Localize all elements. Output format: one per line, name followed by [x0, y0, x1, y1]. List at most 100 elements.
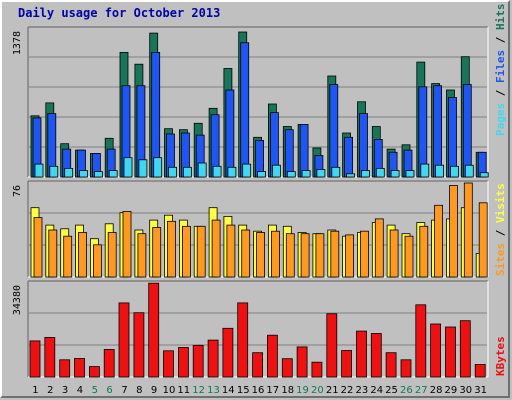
- files-bar: [240, 42, 250, 178]
- x-tick-label: 14: [222, 385, 235, 396]
- pages-bar: [286, 171, 296, 178]
- files-bar: [462, 84, 472, 178]
- kbytes-bar: [281, 358, 293, 378]
- pages-bar: [242, 163, 252, 178]
- kbytes-bar: [341, 350, 353, 378]
- sites-bar: [300, 233, 310, 278]
- sites-bar: [137, 233, 147, 278]
- pages-bar: [197, 162, 207, 178]
- legend-separator: /: [494, 83, 507, 103]
- pages-bar: [361, 170, 370, 178]
- sites-bar: [463, 182, 473, 278]
- y-max-label: 1378: [12, 31, 23, 55]
- sites-bar: [226, 224, 236, 278]
- kbytes-bar: [356, 330, 367, 378]
- sites-bar: [48, 229, 58, 278]
- x-tick-label: 10: [163, 385, 176, 396]
- sites-bar: [196, 225, 206, 278]
- sites-bar: [419, 225, 429, 278]
- kbytes-bar: [192, 344, 204, 378]
- sites-bar: [404, 235, 414, 278]
- files-bar: [329, 84, 339, 178]
- sites-bar: [478, 202, 488, 278]
- x-tick-label: 15: [237, 385, 250, 396]
- kbytes-bar: [29, 340, 41, 378]
- pages-bar: [123, 157, 133, 178]
- legend-kbytes: KBytes: [494, 336, 507, 376]
- x-tick-label: 4: [77, 385, 83, 396]
- x-tick-label: 29: [445, 385, 458, 396]
- sites-bar: [122, 210, 132, 278]
- sites-bar: [285, 233, 295, 278]
- y-max-label: 76: [12, 185, 23, 197]
- x-tick-label: 27: [415, 385, 428, 396]
- files-bar: [433, 85, 443, 178]
- sites-bar: [78, 232, 87, 278]
- pages-bar: [34, 163, 44, 178]
- kbytes-bar: [177, 347, 189, 378]
- kbytes-bar: [430, 323, 442, 378]
- files-bar: [418, 86, 428, 178]
- x-tick-label: 5: [92, 385, 98, 396]
- legend-visits: Visits: [494, 183, 507, 223]
- files-bar: [225, 89, 235, 178]
- legend-hits: Hits: [494, 4, 507, 31]
- pages-bar: [79, 170, 88, 178]
- pages-bar: [301, 170, 311, 178]
- x-tick-label: 18: [281, 385, 294, 396]
- sites-bar: [152, 227, 162, 278]
- pages-bar: [464, 164, 474, 178]
- pages-bar: [257, 171, 267, 178]
- sites-bar: [270, 230, 280, 278]
- kbytes-bar: [326, 313, 338, 378]
- kbytes-bar: [133, 312, 145, 378]
- chart-title: Daily usage for October 2013: [18, 6, 221, 20]
- kbytes-bar: [89, 366, 100, 378]
- pages-bar: [390, 170, 400, 178]
- x-tick-label: 21: [326, 385, 339, 396]
- legend-pages: Pages: [494, 103, 507, 136]
- sites-bar: [107, 232, 117, 278]
- x-tick-label: 8: [136, 385, 142, 396]
- pages-bar: [108, 170, 118, 178]
- kbytes-bar: [296, 346, 308, 378]
- kbytes-bar: [415, 304, 427, 378]
- files-bar: [448, 97, 457, 178]
- sites-bar: [93, 244, 102, 278]
- pages-bar: [64, 167, 74, 178]
- x-tick-label: 17: [266, 385, 279, 396]
- kbytes-bar: [459, 320, 471, 378]
- pages-bar: [331, 166, 341, 178]
- sites-bar: [374, 218, 384, 278]
- pages-bar: [479, 172, 489, 178]
- kbytes-bar: [103, 348, 115, 378]
- kbytes-bar: [148, 282, 160, 378]
- pages-bar: [153, 157, 163, 178]
- kbytes-bar: [400, 359, 412, 378]
- sites-bar: [167, 220, 176, 278]
- legend-separator: /: [494, 223, 507, 243]
- x-tick-label: 23: [356, 385, 369, 396]
- x-tick-label: 30: [459, 385, 472, 396]
- legend-separator: /: [494, 30, 507, 50]
- pages-bar: [94, 171, 103, 178]
- sites-bar: [181, 225, 191, 278]
- pages-bar: [182, 166, 192, 178]
- pages-bar: [138, 159, 148, 178]
- x-tick-label: 7: [121, 385, 127, 396]
- pages-bar: [212, 165, 222, 178]
- kbytes-bar: [445, 326, 456, 378]
- kbytes-bar: [74, 357, 85, 378]
- sites-bar: [360, 230, 369, 278]
- sites-bar: [389, 229, 399, 278]
- x-tick-label: 2: [47, 385, 53, 396]
- kbytes-bar: [118, 302, 130, 378]
- kbytes-bar: [252, 352, 264, 378]
- x-tick-label: 1: [32, 385, 38, 396]
- pages-bar: [271, 164, 281, 178]
- legend-sites-visits: Sites / Visits: [494, 183, 507, 276]
- pages-bar: [346, 173, 356, 178]
- sites-bar: [256, 232, 266, 278]
- x-tick-label: 13: [207, 385, 220, 396]
- x-tick-label: 9: [151, 385, 157, 396]
